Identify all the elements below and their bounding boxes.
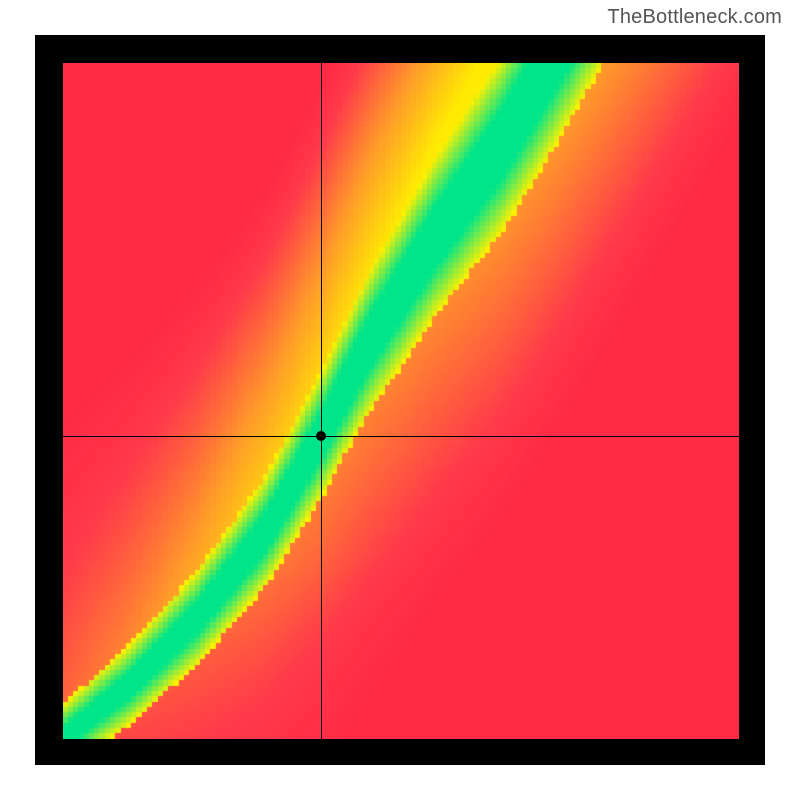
heatmap-canvas (63, 63, 739, 739)
chart-inner (63, 63, 739, 739)
chart-frame (35, 35, 765, 765)
crosshair-vertical (321, 63, 322, 739)
watermark-text: TheBottleneck.com (607, 6, 782, 29)
crosshair-marker (316, 431, 326, 441)
crosshair-horizontal (63, 436, 739, 437)
